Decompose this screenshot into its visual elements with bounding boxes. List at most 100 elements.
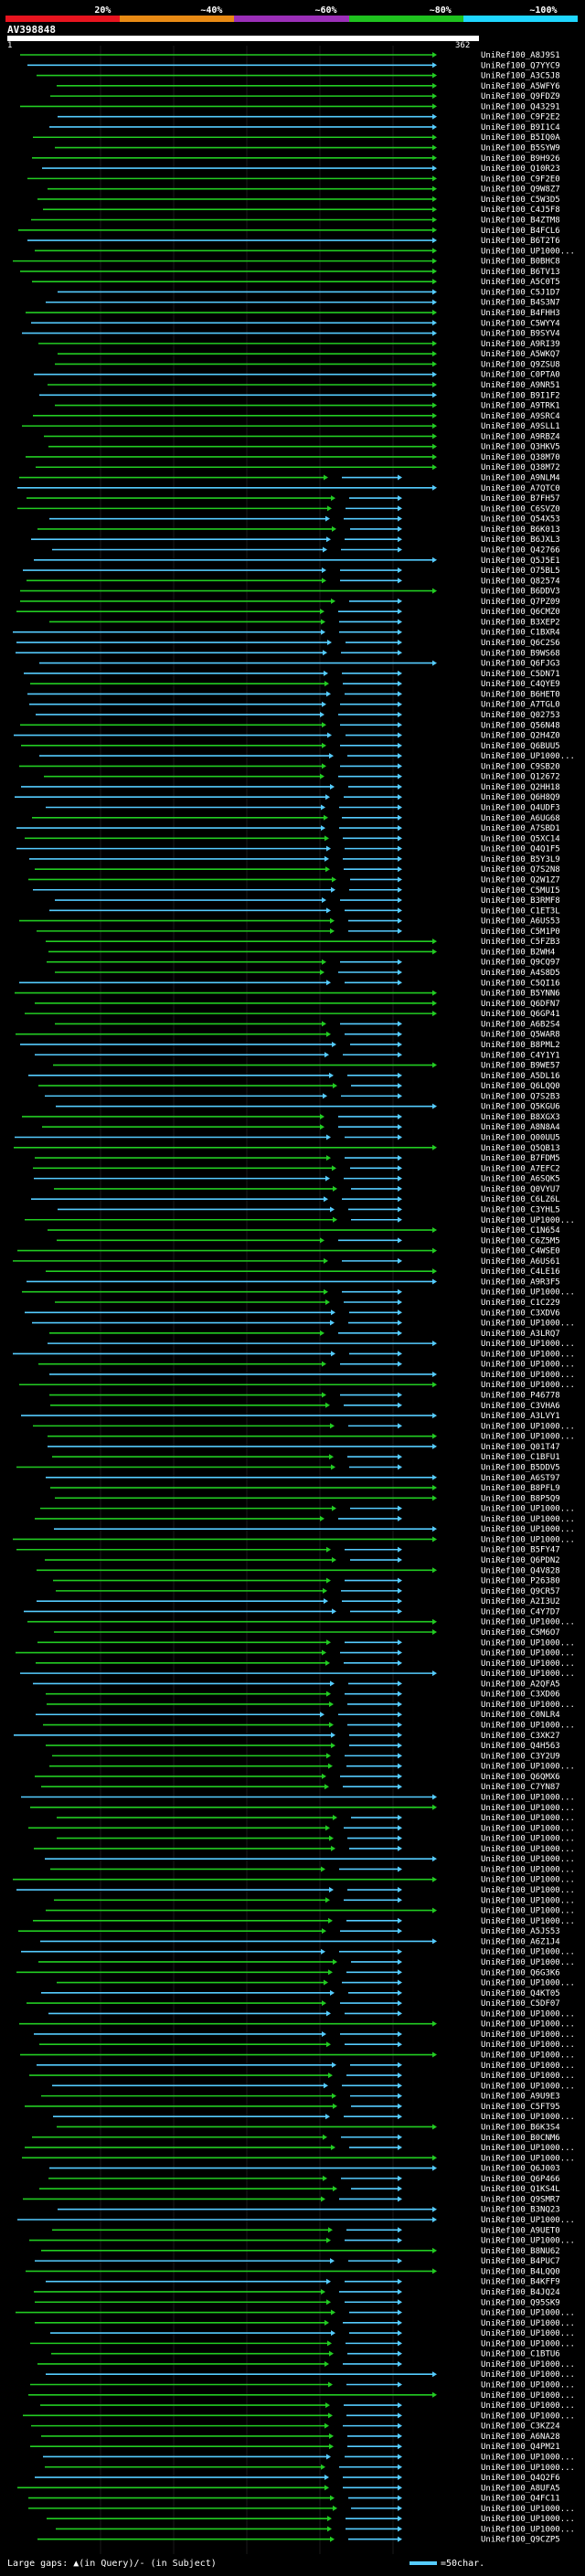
hit-label[interactable]: UniRef100_Q1KS4L bbox=[481, 2185, 560, 2194]
hit-label[interactable]: UniRef100_UP1000... bbox=[481, 2329, 575, 2338]
hit-row[interactable]: UniRef100_UP1000... bbox=[29, 2237, 575, 2246]
hit-label[interactable]: UniRef100_Q5XC14 bbox=[481, 834, 560, 843]
hit-row[interactable]: UniRef100_UP1000... bbox=[13, 1876, 575, 1885]
hit-label[interactable]: UniRef100_C5M6O7 bbox=[481, 1628, 560, 1638]
hit-row[interactable]: UniRef100_UP1000... bbox=[49, 1763, 575, 1772]
hit-label[interactable]: UniRef100_Q38M70 bbox=[481, 453, 560, 462]
hit-label[interactable]: UniRef100_C5J1D7 bbox=[481, 288, 560, 297]
hit-label[interactable]: UniRef100_Q9W8Z7 bbox=[481, 186, 560, 195]
hit-row[interactable]: UniRef100_A9RI39 bbox=[38, 340, 560, 349]
hit-row[interactable]: UniRef100_Q56N48 bbox=[20, 721, 560, 730]
hit-row[interactable]: UniRef100_B4S3N7 bbox=[46, 299, 560, 308]
hit-row[interactable]: UniRef100_B9WS68 bbox=[16, 649, 560, 658]
hit-row[interactable]: UniRef100_C1BXR4 bbox=[13, 629, 560, 638]
hit-row[interactable]: UniRef100_C4QYE9 bbox=[30, 680, 560, 689]
hit-label[interactable]: UniRef100_UP1000... bbox=[481, 2339, 575, 2348]
hit-label[interactable]: UniRef100_B3XEP2 bbox=[481, 618, 560, 627]
hit-label[interactable]: UniRef100_UP1000... bbox=[481, 2082, 575, 2091]
hit-label[interactable]: UniRef100_C4Y1Y1 bbox=[481, 1051, 560, 1060]
hit-row[interactable]: UniRef100_B5DDV5 bbox=[16, 1463, 560, 1472]
hit-row[interactable]: UniRef100_UP1000... bbox=[47, 1701, 575, 1710]
hit-row[interactable]: UniRef100_A3LRQ7 bbox=[49, 1330, 560, 1339]
hit-label[interactable]: UniRef100_C5DN71 bbox=[481, 670, 560, 679]
hit-label[interactable]: UniRef100_B0BHC8 bbox=[481, 258, 560, 267]
hit-row[interactable]: UniRef100_UP1000... bbox=[53, 2113, 575, 2122]
hit-row[interactable]: UniRef100_B5Y3L9 bbox=[29, 855, 560, 864]
hit-row[interactable]: UniRef100_UP1000... bbox=[50, 1865, 575, 1874]
hit-row[interactable]: UniRef100_A2QFA5 bbox=[33, 1680, 560, 1689]
hit-row[interactable]: UniRef100_C4WSE0 bbox=[17, 1247, 560, 1256]
hit-row[interactable]: UniRef100_C1BFU1 bbox=[52, 1453, 560, 1462]
hit-label[interactable]: UniRef100_Q01T47 bbox=[481, 1443, 560, 1452]
hit-label[interactable]: UniRef100_A3C5J8 bbox=[481, 72, 560, 81]
hit-label[interactable]: UniRef100_UP1000... bbox=[481, 1361, 575, 1370]
hit-row[interactable]: UniRef100_B7FDM5 bbox=[35, 1154, 560, 1163]
hit-row[interactable]: UniRef100_C6LZ6L bbox=[31, 1195, 560, 1204]
hit-row[interactable]: UniRef100_A6B2S4 bbox=[55, 1020, 560, 1029]
hit-label[interactable]: UniRef100_C5FT95 bbox=[481, 2103, 560, 2112]
hit-label[interactable]: UniRef100_C4LE16 bbox=[481, 1267, 560, 1277]
hit-label[interactable]: UniRef100_Q9SMR7 bbox=[481, 2195, 560, 2204]
hit-row[interactable]: UniRef100_C9F2E2 bbox=[58, 113, 560, 122]
hit-label[interactable]: UniRef100_UP1000... bbox=[481, 1535, 575, 1544]
hit-row[interactable]: UniRef100_Q5QB13 bbox=[14, 1144, 560, 1153]
hit-label[interactable]: UniRef100_C9SB20 bbox=[481, 762, 560, 771]
hit-label[interactable]: UniRef100_UP1000... bbox=[481, 1793, 575, 1802]
hit-label[interactable]: UniRef100_C7YN87 bbox=[481, 1783, 560, 1792]
hit-row[interactable]: UniRef100_UP1000... bbox=[16, 1649, 575, 1659]
hit-row[interactable]: UniRef100_Q2H4Z0 bbox=[14, 732, 560, 741]
hit-row[interactable]: UniRef100_P26380 bbox=[53, 1577, 560, 1586]
hit-label[interactable]: UniRef100_Q42766 bbox=[481, 546, 560, 555]
hit-label[interactable]: UniRef100_UP1000... bbox=[481, 2030, 575, 2040]
hit-row[interactable]: UniRef100_UP1000... bbox=[25, 2144, 575, 2153]
hit-row[interactable]: UniRef100_UP1000... bbox=[21, 1948, 575, 1957]
hit-label[interactable]: UniRef100_Q00UU5 bbox=[481, 1134, 560, 1143]
hit-row[interactable]: UniRef100_A4S8D5 bbox=[55, 969, 560, 978]
hit-row[interactable]: UniRef100_A9SLL1 bbox=[22, 422, 560, 431]
hit-label[interactable]: UniRef100_Q6C2S6 bbox=[481, 639, 560, 648]
hit-label[interactable]: UniRef100_B9WS68 bbox=[481, 649, 560, 658]
hit-row[interactable]: UniRef100_Q42766 bbox=[52, 546, 560, 555]
hit-row[interactable]: UniRef100_UP1000... bbox=[48, 1340, 575, 1349]
hit-label[interactable]: UniRef100_B6DDV3 bbox=[481, 588, 560, 597]
hit-row[interactable]: UniRef100_UP1000... bbox=[25, 1216, 575, 1225]
hit-row[interactable]: UniRef100_B4LQQ0 bbox=[26, 2267, 560, 2276]
hit-row[interactable]: UniRef100_Q9FDZ9 bbox=[50, 92, 560, 101]
hit-row[interactable]: UniRef100_A9U9E3 bbox=[41, 2093, 560, 2102]
hit-label[interactable]: UniRef100_B7FH57 bbox=[481, 494, 560, 504]
hit-label[interactable]: UniRef100_Q6PDN2 bbox=[481, 1556, 560, 1565]
hit-row[interactable]: UniRef100_A5DL16 bbox=[28, 1072, 560, 1081]
hit-label[interactable]: UniRef100_Q6FJG3 bbox=[481, 660, 560, 669]
hit-row[interactable]: UniRef100_Q4Q1F5 bbox=[16, 845, 560, 854]
hit-row[interactable]: UniRef100_A6NA28 bbox=[41, 2433, 560, 2442]
hit-label[interactable]: UniRef100_UP1000... bbox=[481, 2505, 575, 2514]
hit-label[interactable]: UniRef100_Q02753 bbox=[481, 711, 560, 720]
hit-row[interactable]: UniRef100_UP1000... bbox=[29, 2072, 575, 2081]
hit-label[interactable]: UniRef100_P46778 bbox=[481, 1392, 560, 1401]
hit-row[interactable]: UniRef100_A6ST97 bbox=[46, 1474, 560, 1483]
hit-row[interactable]: UniRef100_C0PTA0 bbox=[34, 371, 560, 380]
hit-row[interactable]: UniRef100_UP1000... bbox=[57, 1814, 575, 1823]
hit-label[interactable]: UniRef100_A5WFY6 bbox=[481, 82, 560, 91]
hit-label[interactable]: UniRef100_Q9FDZ9 bbox=[481, 92, 560, 101]
hit-label[interactable]: UniRef100_Q4PM21 bbox=[481, 2443, 560, 2452]
hit-label[interactable]: UniRef100_C3YHL5 bbox=[481, 1205, 560, 1214]
hit-row[interactable]: UniRef100_A6SQK5 bbox=[34, 1175, 560, 1184]
hit-row[interactable]: UniRef100_B8PFL9 bbox=[50, 1484, 560, 1493]
hit-label[interactable]: UniRef100_UP1000... bbox=[481, 2453, 575, 2462]
hit-row[interactable]: UniRef100_Q6QMX6 bbox=[35, 1773, 560, 1782]
hit-row[interactable]: UniRef100_UP1000... bbox=[54, 1896, 575, 1905]
hit-label[interactable]: UniRef100_UP1000... bbox=[481, 1659, 575, 1669]
hit-label[interactable]: UniRef100_Q2HH18 bbox=[481, 783, 560, 792]
hit-label[interactable]: UniRef100_Q5J5E1 bbox=[481, 557, 560, 566]
hit-label[interactable]: UniRef100_UP1000... bbox=[481, 1433, 575, 1442]
hit-label[interactable]: UniRef100_Q5KGU6 bbox=[481, 1103, 560, 1112]
hit-row[interactable]: UniRef100_Q4PM21 bbox=[30, 2443, 560, 2452]
hit-label[interactable]: UniRef100_Q54X53 bbox=[481, 515, 560, 525]
hit-row[interactable]: UniRef100_UP1000... bbox=[45, 1855, 575, 1864]
hit-row[interactable]: UniRef100_UP1000... bbox=[32, 1320, 575, 1329]
hit-label[interactable]: UniRef100_B2WH4 bbox=[481, 948, 555, 957]
hit-label[interactable]: UniRef100_C3KZ24 bbox=[481, 2422, 560, 2432]
hit-label[interactable]: UniRef100_A6UG68 bbox=[481, 814, 560, 823]
hit-row[interactable]: UniRef100_Q38M70 bbox=[26, 453, 560, 462]
